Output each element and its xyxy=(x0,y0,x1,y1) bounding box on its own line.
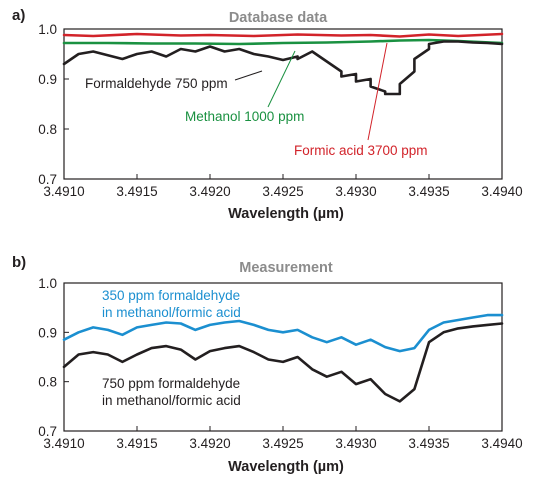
panel-b-x-tick-label: 3.4925 xyxy=(262,436,303,451)
panel-a-y-tick-label: 0.7 xyxy=(38,172,57,187)
panel-b-series xyxy=(62,313,504,403)
panel-a-series xyxy=(62,32,504,96)
panel-a-plot-frame xyxy=(63,28,503,180)
panel-b-x-tick-label: 3.4935 xyxy=(408,436,449,451)
panel-b-series-line-1 xyxy=(62,313,504,353)
annotation-formaldehyde-pointer xyxy=(234,70,263,81)
panel-a-series-line-1 xyxy=(62,32,504,38)
panel-b-x-tick-label: 3.4915 xyxy=(116,436,157,451)
panel-b-y-axis: 0.7 0.8 0.9 1.0 xyxy=(38,276,69,439)
panel-b-y-tick-label: 1.0 xyxy=(38,276,57,291)
panel-b-title: Measurement xyxy=(239,260,333,276)
panel-a-x-tick-label: 3.4930 xyxy=(335,184,376,199)
annotation-methanol: Methanol 1000 ppm xyxy=(185,109,304,124)
panel-a-x-tick-label: 3.4920 xyxy=(189,184,230,199)
panel-a-label: a) xyxy=(12,7,25,24)
panel-b-label: b) xyxy=(12,254,26,271)
panel-a-x-tick-label: 3.4940 xyxy=(481,184,522,199)
panel-a-y-tick-label: 1.0 xyxy=(38,22,57,37)
annotation-750ppm-line2: in methanol/formic acid xyxy=(102,393,241,408)
panel-b-x-tick-label: 3.4920 xyxy=(189,436,230,451)
panel-b-x-tick-label: 3.4930 xyxy=(335,436,376,451)
panel-a-y-axis: 0.7 0.8 0.9 1.0 xyxy=(38,22,69,187)
panel-a-x-tick-label: 3.4910 xyxy=(43,184,84,199)
annotation-formaldehyde: Formaldehyde 750 ppm xyxy=(85,76,228,91)
annotation-750ppm-line1: 750 ppm formaldehyde xyxy=(102,376,240,391)
panel-b-series-line-2 xyxy=(62,322,504,403)
panel-b-y-tick-label: 0.9 xyxy=(38,325,57,340)
panel-a-x-axis: 3.4910 3.4915 3.4920 3.4925 3.4930 3.4935 3.49… xyxy=(43,174,523,199)
panel-a-title: Database data xyxy=(229,10,328,26)
panel-a-x-tick-label: 3.4925 xyxy=(262,184,303,199)
annotation-methanol-pointer xyxy=(267,50,296,108)
panel-b-x-axis: 3.4910 3.4915 3.4920 3.4925 3.4930 3.4935 3.49… xyxy=(43,426,523,451)
panel-b-y-tick-label: 0.7 xyxy=(38,424,57,439)
panel-b: b) Measurement 0.7 0.8 0.9 1.0 3.4910 3.4915… xyxy=(12,254,523,475)
panel-a-series-line-2 xyxy=(62,38,504,46)
annotation-formic-acid: Formic acid 3700 ppm xyxy=(294,143,428,158)
annotation-350ppm-line1: 350 ppm formaldehyde xyxy=(102,288,240,303)
panel-b-x-tick-label: 3.4910 xyxy=(43,436,84,451)
panel-a-y-tick-label: 0.8 xyxy=(38,122,57,137)
annotation-350ppm-line2: in methanol/formic acid xyxy=(102,305,241,320)
panel-a-x-tick-label: 3.4915 xyxy=(116,184,157,199)
panel-b-y-tick-label: 0.8 xyxy=(38,375,57,390)
panel-a-y-tick-label: 0.9 xyxy=(38,72,57,87)
panel-b-x-tick-label: 3.4940 xyxy=(481,436,522,451)
panel-b-x-axis-title: Wavelength (µm) xyxy=(228,459,344,475)
panel-a-series-line-3 xyxy=(62,40,504,96)
panel-a-x-tick-label: 3.4935 xyxy=(408,184,449,199)
panel-a: a) Database data 0.70.80.91.0 3.4910 3.49… xyxy=(12,7,523,222)
panel-a-x-axis-title: Wavelength (µm) xyxy=(228,206,344,222)
annotation-formic-acid-pointer xyxy=(367,42,388,141)
